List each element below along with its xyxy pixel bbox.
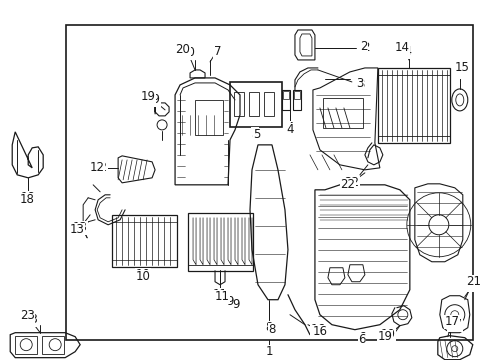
Text: 19: 19 [141,90,156,103]
Bar [234,92,244,116]
Text: 18: 18 [21,191,36,204]
Bar [264,92,274,116]
Bar [249,92,259,116]
Text: 20: 20 [175,44,191,57]
Text: 7: 7 [213,49,221,62]
Bar [293,90,301,110]
Bar [15,336,37,354]
Text: 9: 9 [232,298,240,311]
Text: 17: 17 [447,318,462,331]
Text: 5: 5 [253,129,261,141]
Text: 22: 22 [341,178,355,191]
Text: 23: 23 [20,309,35,322]
Text: 21: 21 [466,275,481,288]
Text: 16: 16 [313,325,327,338]
Text: 7: 7 [214,45,222,58]
Bar [378,68,450,143]
Text: 20: 20 [181,46,196,59]
Text: 2: 2 [362,41,369,54]
Text: 5: 5 [251,127,259,140]
Text: 2: 2 [360,40,368,53]
Text: 1: 1 [265,345,273,358]
Text: 23: 23 [23,313,38,326]
Text: 11: 11 [215,290,229,303]
Text: 8: 8 [265,321,272,334]
Text: 6: 6 [358,333,366,346]
Text: 19: 19 [377,330,392,343]
Text: 17: 17 [444,315,459,328]
Bar [230,82,282,127]
Text: 13: 13 [70,223,85,236]
Text: 14: 14 [397,45,413,58]
Text: 4: 4 [286,123,294,136]
Text: 15: 15 [454,62,469,75]
Text: 8: 8 [269,323,276,336]
Text: 19: 19 [146,93,161,107]
Text: 1: 1 [265,345,273,358]
Text: 16: 16 [311,323,325,336]
Text: 10: 10 [136,268,150,281]
Bar [323,98,363,128]
Text: 22: 22 [344,176,359,189]
Text: 10: 10 [136,270,150,283]
Bar [42,336,64,354]
Bar [283,91,289,99]
Text: 12: 12 [93,161,108,174]
Text: 15: 15 [454,66,469,78]
Text: 11: 11 [213,288,227,301]
Text: 9: 9 [226,295,234,308]
Text: 14: 14 [394,41,409,54]
Text: 3: 3 [357,78,365,91]
Text: 19: 19 [380,328,395,341]
Bar [195,100,223,135]
Text: 12: 12 [90,161,105,174]
Bar [66,25,473,340]
Bar [282,90,290,110]
Text: 4: 4 [286,121,294,134]
Bar [188,213,253,271]
Text: 3: 3 [356,77,364,90]
Bar [112,215,177,267]
Bar [294,91,300,99]
Text: 21: 21 [466,278,480,291]
Text: 6: 6 [358,331,366,344]
Text: 13: 13 [73,221,88,234]
Text: 18: 18 [20,193,35,206]
